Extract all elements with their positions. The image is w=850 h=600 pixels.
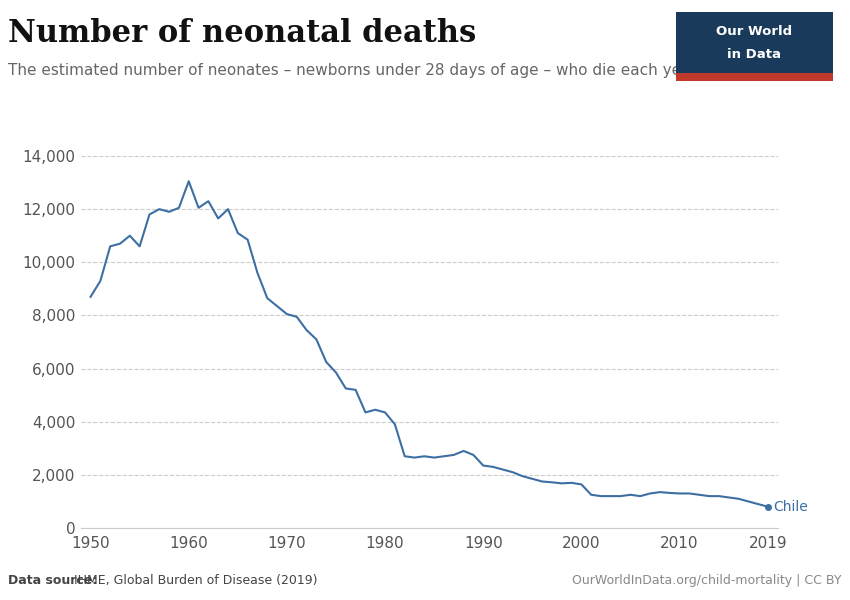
- Text: The estimated number of neonates – newborns under 28 days of age – who die each : The estimated number of neonates – newbo…: [8, 63, 701, 78]
- Text: IHME, Global Burden of Disease (2019): IHME, Global Burden of Disease (2019): [70, 574, 317, 587]
- Text: in Data: in Data: [728, 48, 781, 61]
- Text: Data source:: Data source:: [8, 574, 98, 587]
- Text: OurWorldInData.org/child-mortality | CC BY: OurWorldInData.org/child-mortality | CC …: [572, 574, 842, 587]
- Text: Our World: Our World: [717, 25, 792, 38]
- Text: Number of neonatal deaths: Number of neonatal deaths: [8, 18, 477, 49]
- Text: Chile: Chile: [773, 500, 807, 514]
